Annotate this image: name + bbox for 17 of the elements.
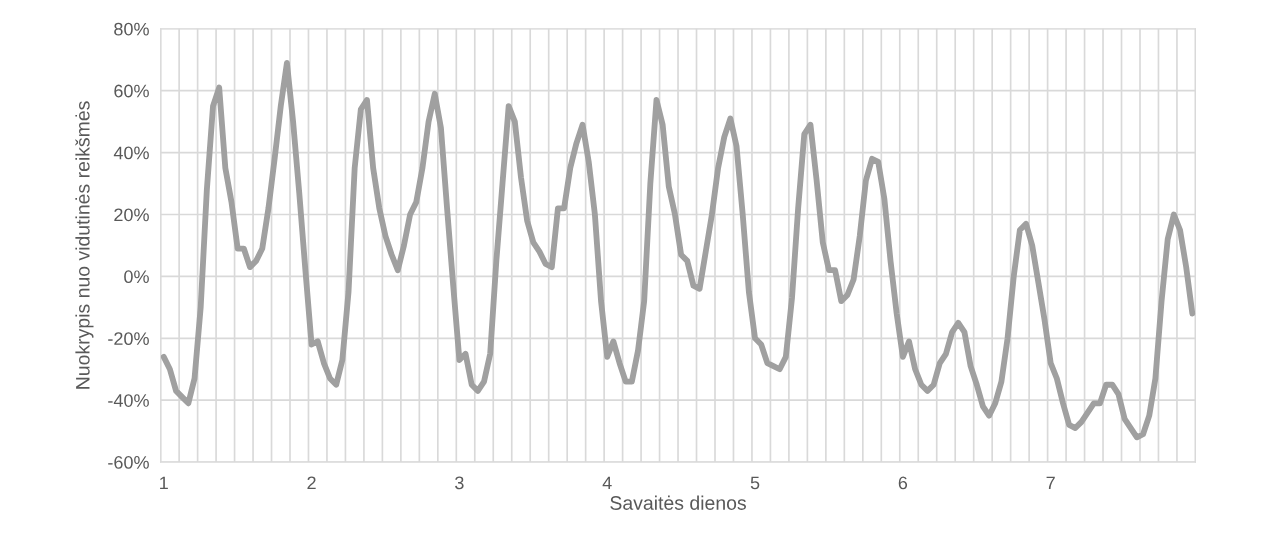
x-tick-label: 4: [602, 476, 612, 490]
x-tick-label: 2: [307, 476, 316, 490]
y-tick-label: -20%: [108, 332, 149, 346]
x-tick-label: 7: [1046, 476, 1055, 490]
y-tick-label: -60%: [108, 456, 149, 469]
y-tick-label: 80%: [114, 22, 149, 36]
y-tick-label: 60%: [114, 84, 149, 98]
y-axis-title: Nuokrypis nuo vidutinės reikšmės: [75, 101, 94, 389]
y-tick-label: 40%: [113, 146, 149, 160]
x-tick-label: 6: [898, 476, 908, 490]
x-tick-label: 1: [160, 476, 168, 490]
x-axis-title: Savaitės dienos: [610, 495, 746, 510]
y-tick-label: 0%: [124, 270, 149, 284]
x-tick-label: 3: [455, 476, 464, 490]
y-tick-label: -40%: [108, 394, 149, 407]
x-tick-label: 5: [750, 476, 760, 490]
y-tick-label: 20%: [114, 208, 149, 222]
